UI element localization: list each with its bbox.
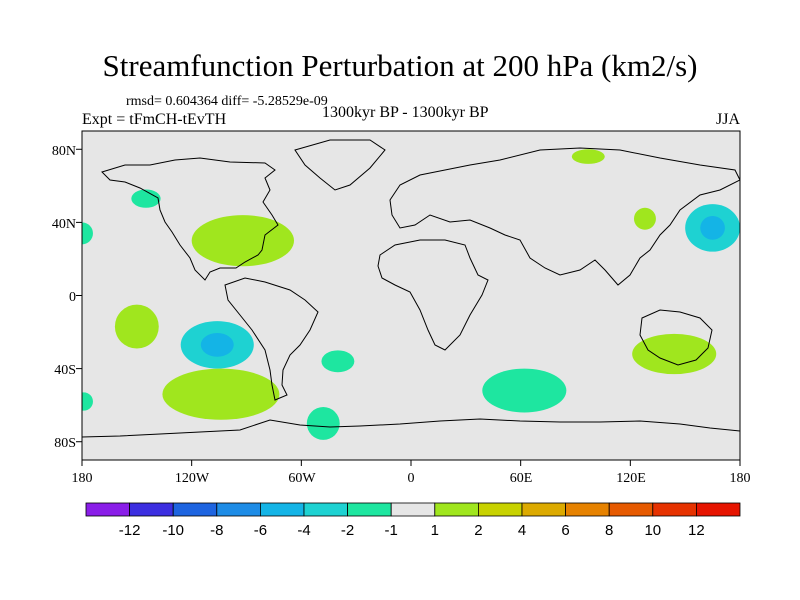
lat-tick-40s: 40S <box>54 363 76 378</box>
anomaly-siberia-pos <box>571 149 605 164</box>
coast-greenland <box>294 139 386 191</box>
lat-tick-40n: 40N <box>52 217 76 232</box>
colorbar-labels: -12 -10 -8 -6 -4 -2 -1 1 2 4 6 8 10 12 <box>119 522 705 539</box>
colorbar-box <box>390 502 436 517</box>
anomaly-dateline-south-neg <box>82 392 93 411</box>
coast-eurasia <box>389 147 740 286</box>
colorbar-label: -6 <box>254 522 267 539</box>
lon-tick-180w: 180 <box>72 471 93 486</box>
coast-south-america <box>224 277 319 401</box>
colorbar-label: -10 <box>162 522 184 539</box>
colorbar-box <box>129 502 174 517</box>
lon-tick-120e: 120E <box>616 471 646 486</box>
colorbar-box <box>434 502 479 517</box>
colorbar-box <box>608 502 654 517</box>
coastlines <box>82 139 740 438</box>
anomaly-core-se-pacific-neg <box>200 332 234 357</box>
colorbar-label: -8 <box>210 522 223 539</box>
colorbar-label: 6 <box>561 522 569 539</box>
anomaly-indian-ocean-neg <box>482 368 567 413</box>
coast-north-america <box>101 157 279 281</box>
colorbar-box <box>85 502 130 517</box>
coast-australia <box>639 309 713 366</box>
colorbar-box <box>477 502 523 517</box>
coast-antarctica <box>82 418 740 438</box>
anomaly-s-pacific-southern-pos <box>162 368 280 420</box>
lat-tick-80s: 80S <box>54 436 76 451</box>
anomaly-australia-pos <box>632 333 717 375</box>
anomaly-s-pacific-pos <box>114 304 159 349</box>
colorbar-box <box>172 502 218 517</box>
anomaly-dateline-neg <box>82 222 93 245</box>
colorbar-box <box>259 502 305 517</box>
colorbar-box <box>565 502 610 517</box>
colorbar-label: 8 <box>605 522 613 539</box>
lon-tick-0: 0 <box>408 471 415 486</box>
colorbar-label: 10 <box>644 522 661 539</box>
colorbar-label: 4 <box>518 522 526 539</box>
season-label: JJA <box>716 111 741 128</box>
colorbar <box>85 502 741 517</box>
lon-tick-60w: 60W <box>288 471 316 486</box>
page-title: Streamfunction Perturbation at 200 hPa (… <box>102 48 698 83</box>
colorbar-box <box>216 502 261 517</box>
lon-tick-120w: 120W <box>175 471 210 486</box>
colorbar-box <box>347 502 392 517</box>
colorbar-label: 12 <box>688 522 705 539</box>
lon-tick-180e: 180 <box>730 471 751 486</box>
coast-africa <box>377 239 489 351</box>
colorbar-box <box>303 502 348 517</box>
colorbar-label: -2 <box>341 522 354 539</box>
anomaly-layer <box>82 149 740 440</box>
anomaly-antarctic-neg <box>306 406 340 440</box>
colorbar-label: -1 <box>385 522 398 539</box>
lat-tick-80n: 80N <box>52 144 76 159</box>
period-label: 1300kyr BP - 1300kyr BP <box>322 104 489 121</box>
colorbar-label: -4 <box>297 522 310 539</box>
axis-ticks <box>76 148 741 466</box>
anomaly-n-pacific-neg <box>131 189 161 208</box>
stats-label: rmsd= 0.604364 diff= -5.28529e-09 <box>126 94 328 109</box>
colorbar-box <box>652 502 697 517</box>
colorbar-label: -12 <box>119 522 141 539</box>
anomaly-s-atlantic-neg <box>321 350 355 373</box>
colorbar-label: 1 <box>431 522 439 539</box>
lat-tick-0: 0 <box>69 290 76 305</box>
colorbar-box <box>521 502 566 517</box>
lon-tick-60e: 60E <box>510 471 533 486</box>
anomaly-japan-pos <box>633 207 656 230</box>
anomaly-n-atlantic-pos <box>191 215 295 267</box>
colorbar-box <box>696 502 741 517</box>
colorbar-label: 2 <box>474 522 482 539</box>
experiment-label: Expt = tFmCH-tEvTH <box>82 111 227 128</box>
anomaly-core-nw-pacific-neg <box>700 215 725 240</box>
